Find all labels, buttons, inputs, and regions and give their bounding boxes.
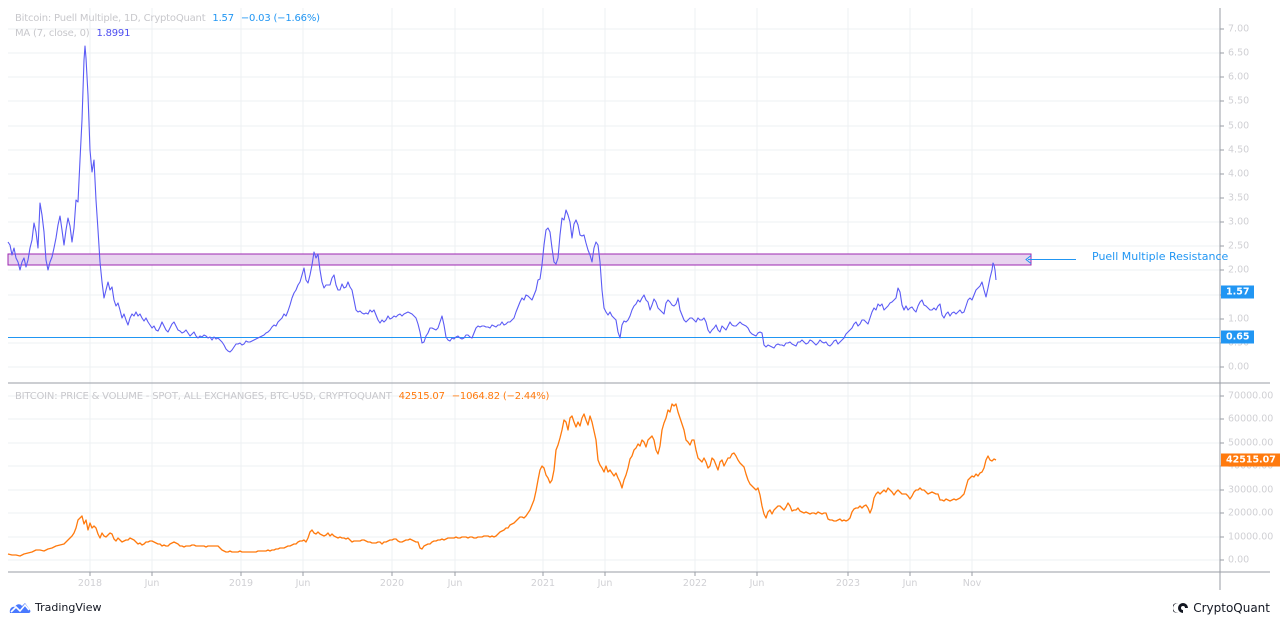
ma-legend-label: MA (7, close, 0) — [15, 28, 90, 39]
cryptoquant-brand[interactable]: CryptoQuant — [1173, 601, 1270, 615]
ma-legend-value: 1.8991 — [96, 28, 131, 39]
bottom-horizontal-grid — [8, 395, 1220, 561]
top-horizontal-grid — [8, 28, 1220, 368]
x-tick-label: Jun — [447, 578, 463, 589]
y-tick-label: 6.50 — [1228, 47, 1250, 59]
x-tick-label: 2022 — [682, 578, 708, 589]
puell-multiple-line[interactable] — [7, 45, 997, 353]
y-tick-label: 2.50 — [1228, 240, 1250, 252]
x-tick-label: Jun — [295, 578, 311, 589]
y-tick-label: 10000.00 — [1228, 531, 1274, 543]
y-tick-label: 6.00 — [1228, 71, 1250, 83]
x-tick-label: 2020 — [379, 578, 405, 589]
support-value-tag: 0.65 — [1221, 330, 1255, 344]
btc-last-price-tag: 42515.07 — [1221, 453, 1280, 467]
y-tick-label: 70000.00 — [1228, 390, 1274, 402]
cryptoquant-logo-icon — [1173, 603, 1189, 613]
y-tick-label: 50000.00 — [1228, 437, 1274, 449]
puell-legend[interactable]: Bitcoin: Puell Multiple, 1D, CryptoQuant… — [15, 13, 320, 24]
tradingview-label: TradingView — [35, 601, 102, 614]
annotation-arrow-icon — [1025, 255, 1032, 264]
tradingview-logo-icon — [9, 603, 31, 613]
y-tick-label: 1.00 — [1228, 313, 1250, 325]
y-tick-label: 2.00 — [1228, 264, 1250, 276]
y-tick-label: 3.00 — [1228, 216, 1250, 228]
y-tick-label: 4.00 — [1228, 168, 1250, 180]
vertical-grid — [89, 8, 973, 572]
y-tick-label: 5.00 — [1228, 120, 1250, 132]
cryptoquant-label: CryptoQuant — [1193, 601, 1270, 615]
ma-legend[interactable]: MA (7, close, 0) 1.8991 — [15, 28, 130, 39]
price-legend[interactable]: BITCOIN: PRICE & VOLUME - SPOT, ALL EXCH… — [15, 391, 549, 402]
price-legend-title: BITCOIN: PRICE & VOLUME - SPOT, ALL EXCH… — [15, 391, 392, 402]
x-tick-label: Jun — [902, 578, 918, 589]
y-tick-label: 0.00 — [1228, 554, 1250, 566]
btc-price-line[interactable] — [7, 403, 997, 557]
x-tick-label: 2021 — [530, 578, 556, 589]
puell-resistance-band[interactable] — [7, 253, 1032, 266]
x-tick-label: 2018 — [77, 578, 103, 589]
x-tick-label: 2019 — [228, 578, 254, 589]
x-tick-label: 2023 — [835, 578, 861, 589]
x-tick-label: Jun — [144, 578, 160, 589]
price-legend-change: −1064.82 (−2.44%) — [451, 391, 550, 402]
y-tick-label: 7.00 — [1228, 23, 1250, 35]
puell-legend-last-value: 1.57 — [212, 13, 234, 24]
puell-resistance-label[interactable]: Puell Multiple Resistance — [1092, 250, 1229, 263]
x-tick-marks — [89, 572, 973, 576]
tradingview-brand[interactable]: TradingView — [9, 601, 101, 614]
y-tick-label: 0.00 — [1228, 361, 1250, 373]
x-tick-label: Jun — [749, 578, 765, 589]
y-tick-label: 4.50 — [1228, 144, 1250, 156]
price-legend-last-value: 42515.07 — [398, 391, 445, 402]
y-tick-label: 3.50 — [1228, 192, 1250, 204]
y-tick-label: 5.50 — [1228, 95, 1250, 107]
x-tick-label: Jun — [597, 578, 613, 589]
puell-last-value-tag: 1.57 — [1221, 285, 1255, 299]
y-tick-label: 30000.00 — [1228, 484, 1274, 496]
puell-legend-title: Bitcoin: Puell Multiple, 1D, CryptoQuant — [15, 13, 206, 24]
puell-legend-change: −0.03 (−1.66%) — [240, 13, 320, 24]
x-tick-label: Nov — [962, 578, 982, 589]
y-tick-label: 20000.00 — [1228, 507, 1274, 519]
y-tick-label: 60000.00 — [1228, 413, 1274, 425]
